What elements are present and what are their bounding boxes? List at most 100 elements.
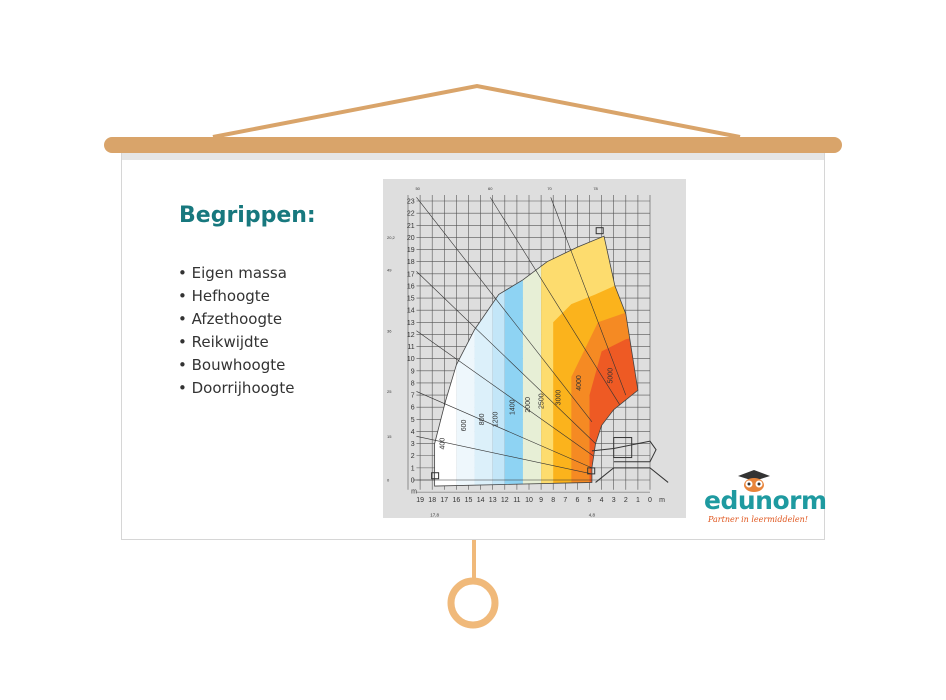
angle-label: 15 [387, 434, 392, 439]
bullet-item: • Afzethoogte [178, 310, 283, 328]
angle-label: 36 [387, 328, 392, 333]
x-tick-label: 9 [539, 497, 543, 504]
bullet-item: • Doorrijhoogte [178, 379, 295, 397]
x-tick-label: 3 [612, 497, 616, 504]
y-tick-label: 1 [411, 465, 415, 472]
basket-top [595, 227, 604, 235]
y-tick-label: 21 [407, 223, 415, 230]
x-tick-label: 18 [428, 497, 436, 504]
angle-label: 20,2 [387, 235, 396, 240]
crane-machine-icon [431, 227, 669, 483]
x-tick-label: 16 [453, 497, 461, 504]
angle-label: 78 [593, 186, 598, 191]
y-tick-label: 11 [407, 344, 414, 351]
zone-label: 1400 [509, 399, 516, 415]
zone-600 [456, 236, 475, 487]
load-zones [434, 236, 638, 487]
zone-400 [434, 236, 457, 487]
hanging-cord [212, 83, 741, 139]
x-tick-label: 14 [477, 497, 485, 504]
y-tick-label: 5 [411, 417, 415, 424]
bullet-list: • Eigen massa • Hefhoogte • Afzethoogte … [178, 262, 294, 400]
pull-ring[interactable] [447, 577, 499, 629]
machine-cab [613, 437, 633, 459]
zone-label: 4000 [576, 375, 583, 391]
y-tick-label: 10 [407, 356, 415, 363]
edunorm-logo: edunorm Partner in leermiddelen! [700, 470, 827, 530]
zone-1200 [492, 236, 505, 487]
x-tick-label: 12 [501, 497, 509, 504]
reach-label: 17,8 [430, 512, 439, 517]
bullet-item: • Hefhoogte [178, 287, 270, 305]
angle-label: 50 [415, 186, 420, 191]
zone-label: 3000 [555, 390, 562, 406]
logo-text-edu: edu [704, 486, 756, 515]
unit-label: m [411, 488, 417, 495]
machine-boom [591, 440, 657, 463]
x-tick-label: 1 [636, 497, 640, 504]
basket-left [431, 472, 440, 480]
y-tick-label: 7 [411, 393, 415, 400]
x-tick-label: 13 [489, 497, 497, 504]
zone-1400 [504, 236, 523, 487]
y-tick-label: 0 [411, 478, 415, 485]
y-tick-label: 3 [411, 441, 415, 448]
basket-low [587, 467, 596, 475]
y-tick-label: 19 [407, 247, 415, 254]
angle-label: 70 [547, 186, 552, 191]
logo-tagline: Partner in leermiddelen! [708, 515, 808, 524]
boom-angle-line [416, 436, 592, 475]
boom-angle-line [416, 197, 593, 422]
y-tick-label: 6 [411, 405, 415, 412]
x-tick-label: 15 [465, 497, 473, 504]
y-tick-label: 16 [407, 283, 415, 290]
y-tick-label: 15 [407, 296, 415, 303]
x-tick-label: 2 [624, 497, 628, 504]
x-tick-label: 10 [525, 497, 533, 504]
y-tick-label: 22 [407, 211, 415, 218]
zone-label: 2500 [539, 393, 546, 409]
angle-label: 60 [488, 186, 493, 191]
y-tick-label: 20 [407, 235, 415, 242]
zone-label: 5000 [607, 368, 614, 384]
x-tick-label: 4 [600, 497, 604, 504]
x-tick-label: 5 [588, 497, 592, 504]
y-tick-label: 12 [407, 332, 415, 339]
x-tick-label: 0 [648, 497, 652, 504]
boom-angle-line [490, 197, 621, 405]
x-tick-label: 6 [575, 497, 579, 504]
x-tick-label: 8 [551, 497, 555, 504]
x-tick-label: 19 [416, 497, 424, 504]
bullet-item: • Bouwhoogte [178, 356, 286, 374]
screen-rod [104, 137, 842, 153]
zone-label: 600 [461, 419, 468, 431]
angle-label: 49 [387, 268, 392, 273]
unit-label: m [659, 497, 665, 504]
boom-angle-line [550, 197, 627, 396]
reach-label: 4,8 [589, 512, 596, 517]
y-tick-label: 14 [407, 308, 415, 315]
x-tick-label: 11 [513, 497, 520, 504]
logo-text-norm: norm [755, 486, 827, 515]
zone-label: 800 [479, 413, 486, 425]
y-tick-label: 2 [411, 453, 415, 460]
y-tick-label: 23 [407, 199, 415, 206]
y-tick-label: 13 [407, 320, 415, 327]
angle-label: 25 [387, 389, 392, 394]
owl-mascot-icon [738, 470, 770, 492]
y-tick-label: 9 [411, 368, 415, 375]
x-tick-label: 7 [563, 497, 567, 504]
zone-label: 2000 [525, 397, 532, 413]
boom-angle-line [416, 391, 593, 469]
bullet-item: • Eigen massa [178, 264, 287, 282]
machine-outriggers [595, 467, 669, 483]
y-tick-label: 18 [407, 259, 415, 266]
y-tick-label: 17 [407, 271, 415, 278]
zone-label: 400 [439, 438, 446, 450]
bullet-item: • Reikwijdte [178, 333, 269, 351]
screen-top-strip [122, 152, 824, 160]
slide-title: Begrippen: [179, 203, 316, 228]
y-tick-label: 8 [411, 380, 415, 387]
